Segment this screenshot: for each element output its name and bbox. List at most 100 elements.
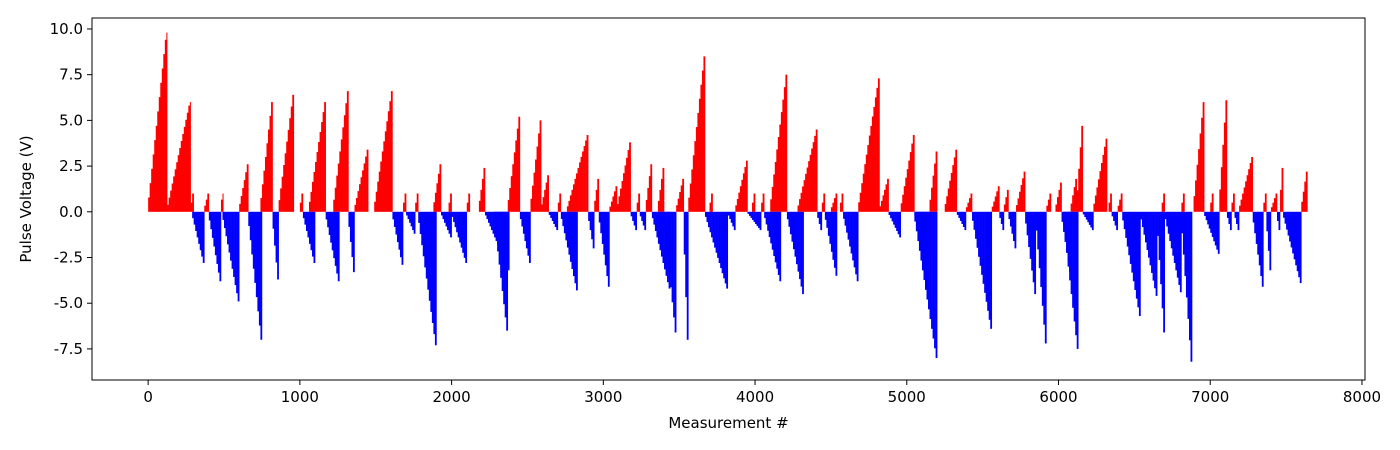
negative-bar <box>1070 211 1073 295</box>
negative-bar <box>1026 211 1029 236</box>
positive-bar <box>911 143 914 212</box>
positive-bar <box>832 202 835 212</box>
negative-bar <box>503 211 505 305</box>
negative-bar <box>1029 211 1032 259</box>
negative-bar <box>961 211 964 224</box>
positive-bar <box>1181 202 1184 212</box>
positive-bar <box>1079 147 1082 212</box>
negative-bar <box>1014 211 1017 249</box>
positive-bar <box>885 184 888 212</box>
negative-bar <box>398 211 401 250</box>
negative-bar <box>434 211 437 346</box>
positive-bar <box>1245 181 1247 212</box>
negative-bar <box>958 211 961 218</box>
negative-bar <box>717 211 719 258</box>
positive-bar <box>695 127 698 212</box>
positive-bar <box>334 187 337 212</box>
negative-bar <box>1189 211 1191 341</box>
positive-bar <box>931 187 933 212</box>
negative-bar <box>227 211 229 245</box>
positive-bar <box>387 111 390 212</box>
negative-bar <box>524 211 527 242</box>
positive-bar <box>1280 189 1282 212</box>
negative-bar <box>333 211 336 259</box>
negative-bar <box>431 211 434 324</box>
positive-bar <box>1264 193 1267 212</box>
positive-bar <box>403 202 405 212</box>
positive-bar <box>876 87 879 212</box>
negative-bar <box>1228 211 1231 224</box>
negative-bar <box>665 211 668 242</box>
negative-bar <box>1131 211 1134 273</box>
negative-bar <box>406 211 408 216</box>
negative-bar <box>1173 211 1176 263</box>
positive-bar <box>803 180 806 212</box>
negative-bar <box>348 211 351 227</box>
positive-bar <box>906 169 909 212</box>
negative-bar <box>444 211 446 223</box>
negative-bar <box>1044 211 1047 344</box>
negative-bar <box>712 211 715 243</box>
negative-bar <box>600 211 603 234</box>
negative-bar <box>521 211 524 227</box>
y-tick-label: -2.5 <box>54 249 83 267</box>
negative-bar <box>1025 211 1027 224</box>
negative-bar <box>1170 211 1173 249</box>
positive-bar <box>779 124 782 212</box>
positive-bar <box>902 194 905 212</box>
positive-bar <box>246 164 249 212</box>
negative-bar <box>304 211 307 225</box>
negative-bar <box>981 211 983 275</box>
positive-bar <box>450 193 452 212</box>
positive-bar <box>533 172 536 212</box>
negative-bar <box>571 211 574 269</box>
negative-bar <box>1114 211 1117 226</box>
negative-bar <box>987 211 990 311</box>
negative-bar <box>1290 211 1293 248</box>
negative-bar <box>305 211 308 231</box>
positive-bar <box>160 82 163 212</box>
negative-bar <box>729 211 732 220</box>
positive-bar <box>439 164 442 212</box>
negative-bar <box>214 211 217 256</box>
positive-bar <box>547 175 549 212</box>
negative-bar <box>978 211 980 257</box>
positive-bar <box>386 121 389 212</box>
negative-bar <box>550 211 553 218</box>
negative-bar <box>633 211 636 226</box>
negative-bar <box>313 211 316 263</box>
positive-bar <box>271 102 273 212</box>
positive-bar <box>662 167 665 212</box>
negative-bar <box>1041 211 1044 306</box>
positive-bar <box>260 198 263 212</box>
negative-bar <box>525 211 528 249</box>
negative-bar <box>1135 211 1138 299</box>
positive-bar <box>240 195 243 212</box>
negative-bar <box>915 211 918 232</box>
positive-bar <box>390 91 393 212</box>
positive-bar <box>541 204 543 212</box>
negative-bar <box>929 211 932 320</box>
negative-bar <box>395 211 398 235</box>
x-tick-label: 5000 <box>888 388 926 406</box>
positive-bar <box>315 161 317 212</box>
positive-bar <box>627 150 630 212</box>
negative-bar <box>985 211 988 302</box>
negative-bar <box>791 211 794 242</box>
positive-bar <box>1302 191 1305 212</box>
negative-bar <box>721 211 724 274</box>
negative-bar <box>1113 211 1115 221</box>
negative-bar <box>393 211 396 227</box>
negative-bar <box>442 211 445 220</box>
positive-bar <box>207 193 210 212</box>
negative-bar <box>433 211 436 335</box>
negative-bar <box>312 211 314 257</box>
positive-bar <box>814 135 817 212</box>
negative-bar <box>421 211 424 246</box>
negative-bar <box>920 211 923 261</box>
positive-bar <box>680 185 683 212</box>
negative-bar <box>730 211 733 223</box>
positive-bar <box>900 203 903 212</box>
positive-bar <box>677 198 680 212</box>
